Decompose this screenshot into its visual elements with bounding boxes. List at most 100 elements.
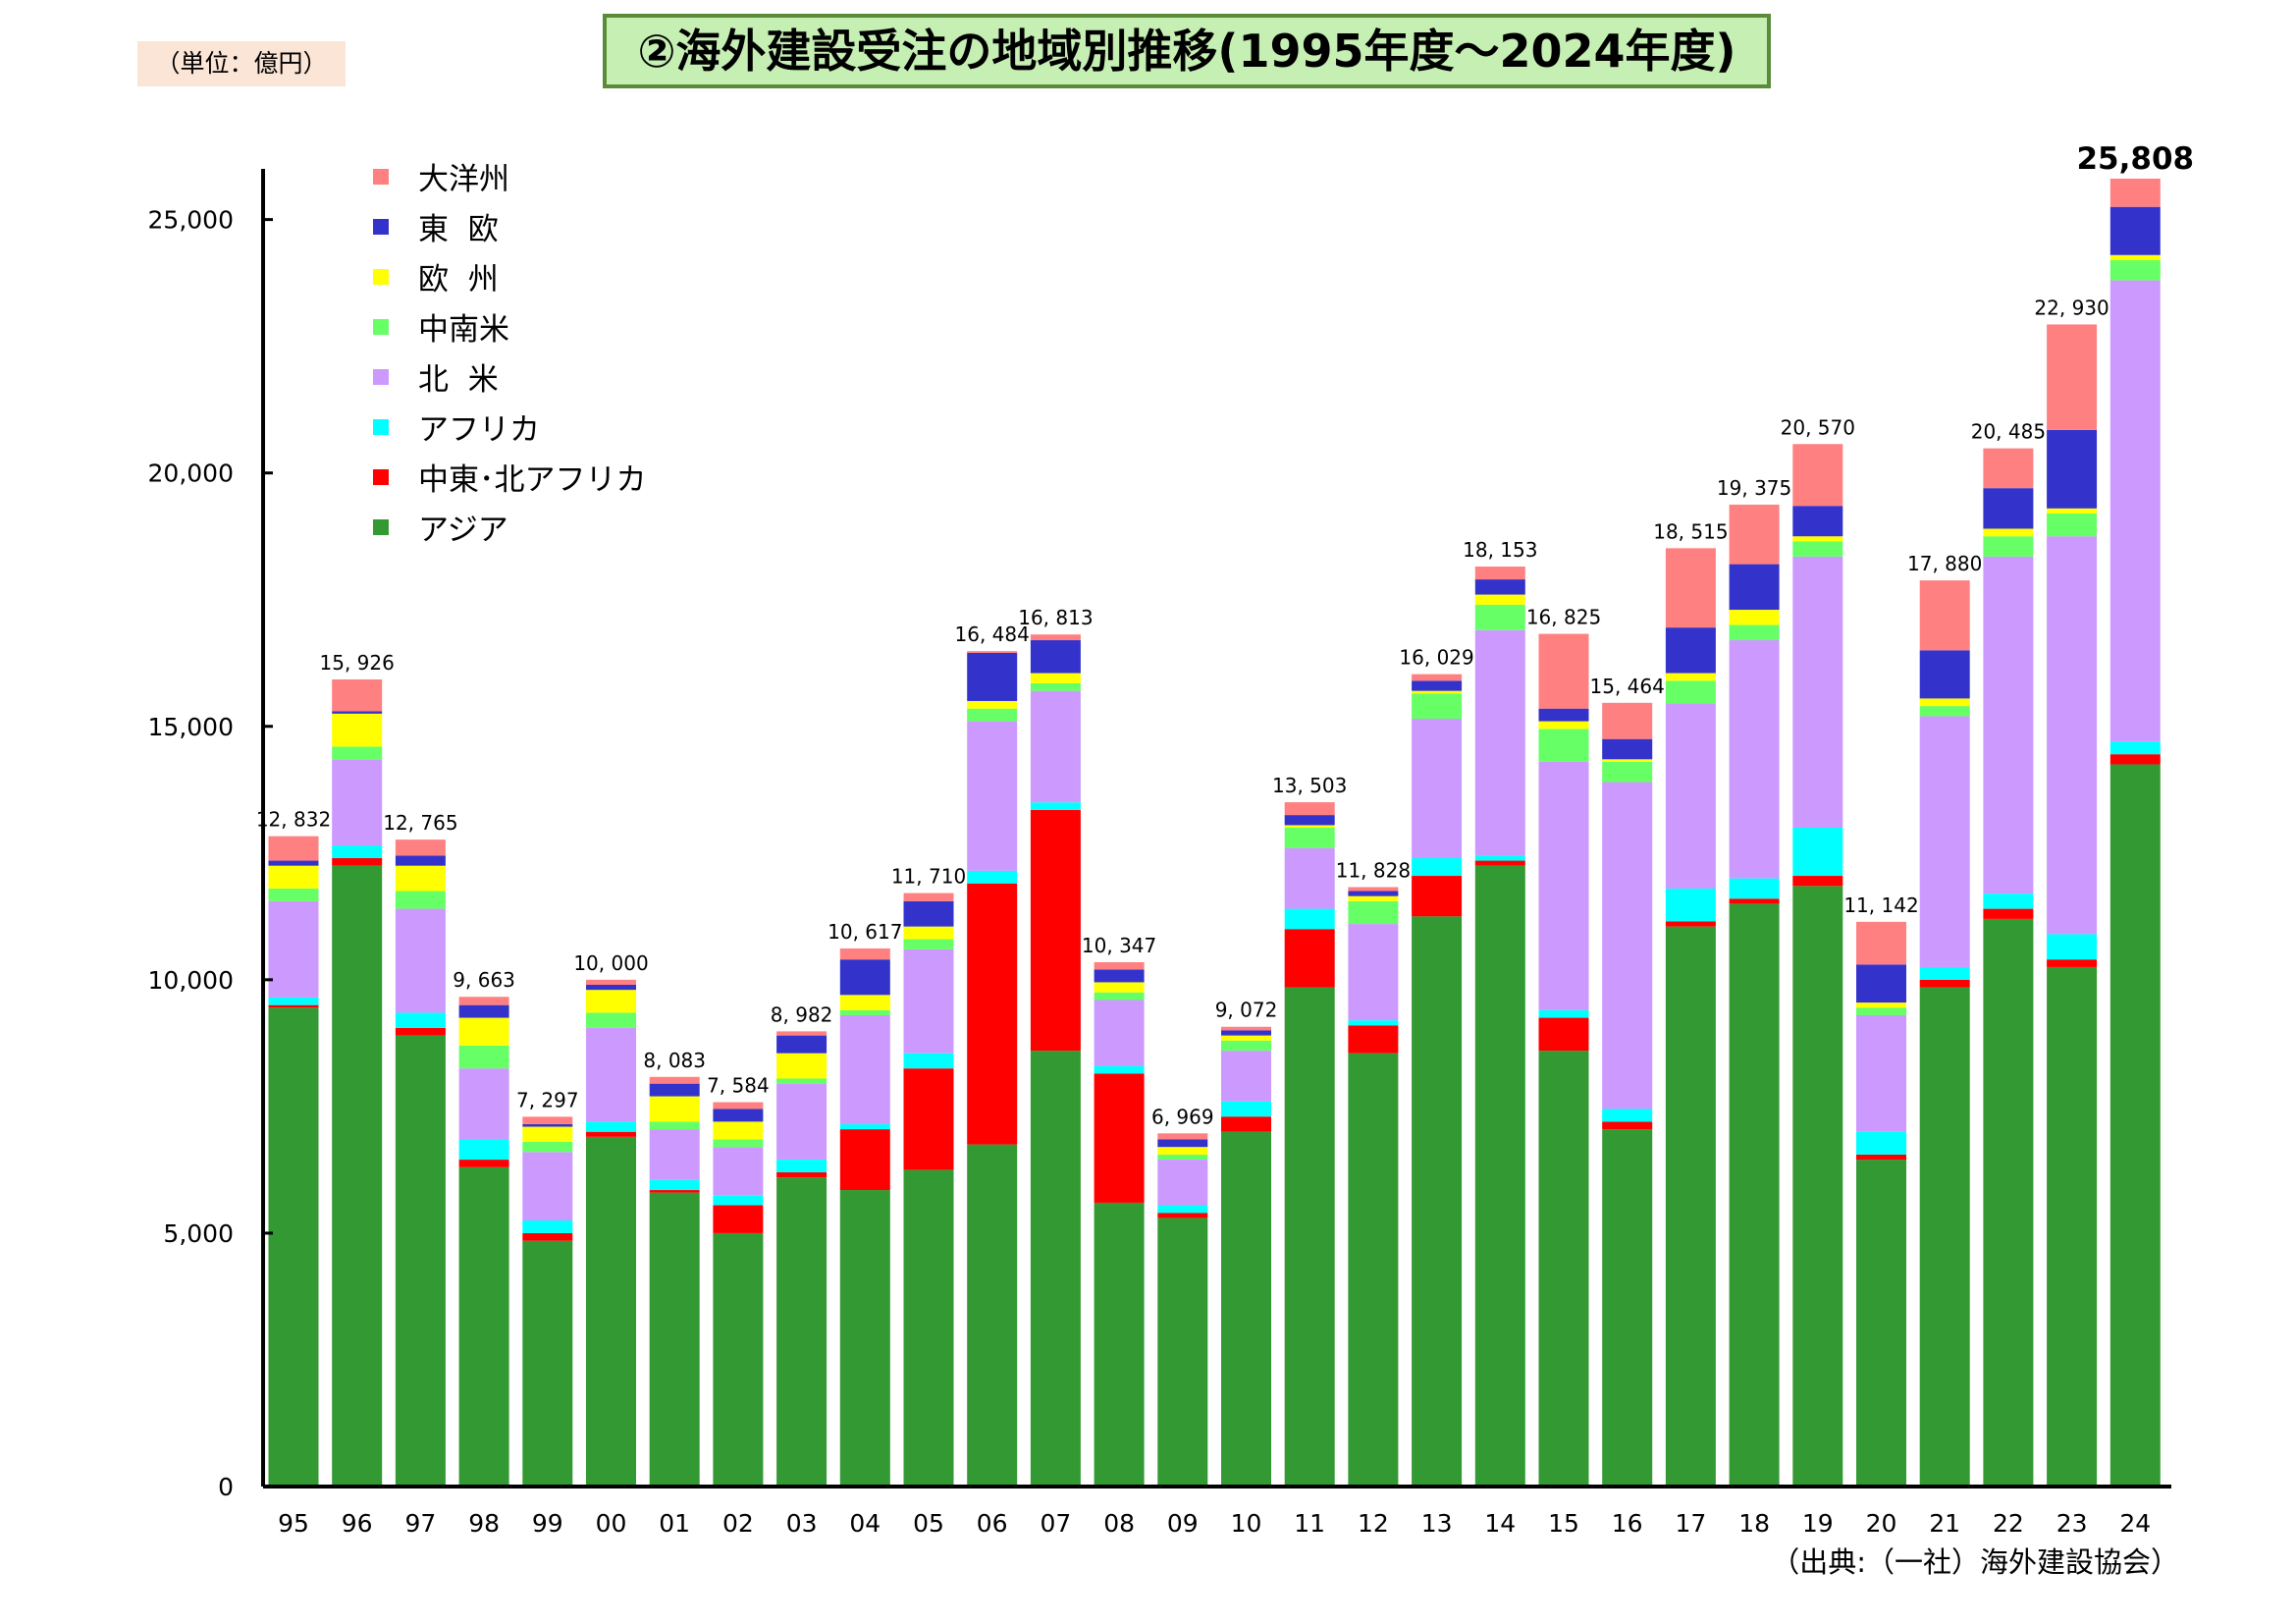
bar-segment-16-1 (1602, 1121, 1653, 1130)
bar-segment-00-4 (586, 1012, 636, 1028)
bar-segment-11-6 (1284, 815, 1335, 826)
bar-segment-19-6 (1792, 506, 1843, 537)
x-tick-label: 23 (2056, 1509, 2088, 1538)
bar-segment-18-1 (1729, 898, 1780, 904)
bar-segment-95-5 (268, 865, 319, 889)
bar-segment-21-0 (1919, 987, 1970, 1487)
total-label: 19, 375 (1717, 476, 1791, 500)
bar-segment-16-7 (1602, 702, 1653, 739)
bar-segment-16-5 (1602, 759, 1653, 762)
legend-swatch (373, 318, 389, 335)
total-label: 17, 880 (1907, 552, 1982, 575)
bar-segment-95-6 (268, 860, 319, 866)
bar-segment-14-5 (1474, 594, 1525, 605)
bar-segment-16-2 (1602, 1109, 1653, 1122)
bar-segment-23-3 (2047, 536, 2098, 935)
bar-segment-98-0 (458, 1166, 509, 1487)
total-label: 12, 765 (383, 811, 457, 835)
bar-segment-02-4 (713, 1139, 764, 1148)
bar-segment-96-4 (332, 746, 383, 760)
legend-label: 中南米 (418, 312, 509, 348)
legend-item: 北 米 (373, 352, 647, 402)
bar-segment-95-1 (268, 1004, 319, 1008)
bar-segment-13-7 (1412, 674, 1463, 681)
bar-segment-13-5 (1412, 690, 1463, 694)
bar-segment-08-3 (1094, 1000, 1145, 1066)
legend-swatch (373, 368, 389, 385)
bar-segment-01-1 (649, 1190, 700, 1193)
legend-label: アフリカ (418, 412, 540, 448)
bar-segment-05-4 (903, 939, 954, 949)
bar-segment-05-0 (903, 1169, 954, 1487)
bar-segment-17-3 (1665, 703, 1716, 889)
x-tick-label: 22 (1993, 1509, 2024, 1538)
bar-segment-02-1 (713, 1205, 764, 1233)
bar-segment-10-2 (1221, 1101, 1271, 1117)
bar-segment-18-5 (1729, 610, 1780, 625)
bar-segment-96-2 (332, 845, 383, 858)
y-tick-label: 10,000 (148, 966, 234, 995)
legend-swatch (373, 218, 389, 235)
bar-segment-00-7 (586, 979, 636, 986)
bar-segment-21-6 (1919, 650, 1970, 699)
bar-segment-01-6 (649, 1083, 700, 1097)
bar-segment-22-3 (1983, 556, 2034, 894)
bar-segment-21-7 (1919, 580, 1970, 651)
bar-segment-06-2 (967, 870, 1018, 884)
source-note: （出典:（一社）海外建設協会） (1771, 1545, 2179, 1579)
bar-segment-95-3 (268, 900, 319, 998)
bar-segment-01-3 (649, 1129, 700, 1180)
x-tick-label: 97 (404, 1509, 436, 1538)
total-label: 20, 570 (1781, 415, 1855, 439)
bar-segment-11-4 (1284, 828, 1335, 848)
bar-segment-07-6 (1030, 640, 1081, 674)
bar-segment-22-6 (1983, 488, 2034, 529)
bar-segment-96-0 (332, 865, 383, 1487)
bar-segment-15-1 (1538, 1017, 1589, 1052)
bar-segment-18-2 (1729, 878, 1780, 899)
bar-segment-10-3 (1221, 1051, 1271, 1102)
bar-segment-09-7 (1157, 1133, 1208, 1140)
legend-item: 大洋州 (373, 151, 647, 201)
legend-item: 中南米 (373, 301, 647, 352)
total-label: 13, 503 (1272, 774, 1347, 797)
total-label: 16, 825 (1526, 606, 1601, 629)
bar-segment-08-0 (1094, 1202, 1145, 1487)
x-tick-label: 11 (1294, 1509, 1325, 1538)
bar-segment-98-6 (458, 1004, 509, 1018)
x-tick-label: 07 (1040, 1509, 1071, 1538)
bar-segment-06-0 (967, 1144, 1018, 1487)
bar-segment-98-4 (458, 1045, 509, 1069)
bar-segment-01-2 (649, 1179, 700, 1191)
legend-label: 中東･北アフリカ (418, 462, 647, 498)
x-tick-label: 17 (1675, 1509, 1706, 1538)
bar-segment-99-0 (522, 1240, 573, 1487)
bar-segment-02-5 (713, 1121, 764, 1140)
bar-segment-19-0 (1792, 886, 1843, 1487)
bar-segment-00-5 (586, 990, 636, 1013)
total-label: 8, 083 (643, 1049, 706, 1072)
bar-segment-23-7 (2047, 324, 2098, 430)
bar-segment-22-4 (1983, 536, 2034, 557)
bar-segment-98-2 (458, 1139, 509, 1161)
bar-segment-96-6 (332, 711, 383, 714)
legend-item: 東 欧 (373, 201, 647, 251)
y-tick-label: 0 (218, 1473, 234, 1501)
bar-segment-04-6 (839, 959, 890, 996)
bar-segment-24-1 (2109, 754, 2161, 765)
x-tick-label: 21 (1929, 1509, 1960, 1538)
bar-segment-08-6 (1094, 969, 1145, 983)
bar-segment-01-5 (649, 1096, 700, 1122)
total-label: 16, 813 (1018, 606, 1093, 629)
bar-segment-00-0 (586, 1136, 636, 1487)
bar-segment-17-7 (1665, 548, 1716, 628)
bar-segment-98-5 (458, 1017, 509, 1046)
bar-segment-11-7 (1284, 802, 1335, 816)
bar-segment-09-2 (1157, 1205, 1208, 1214)
bar-segment-08-5 (1094, 982, 1145, 993)
bar-segment-96-3 (332, 759, 383, 846)
bar-segment-20-0 (1856, 1160, 1906, 1487)
bar-segment-20-3 (1856, 1014, 1906, 1132)
bar-segment-07-1 (1030, 809, 1081, 1052)
bar-segment-10-1 (1221, 1116, 1271, 1132)
